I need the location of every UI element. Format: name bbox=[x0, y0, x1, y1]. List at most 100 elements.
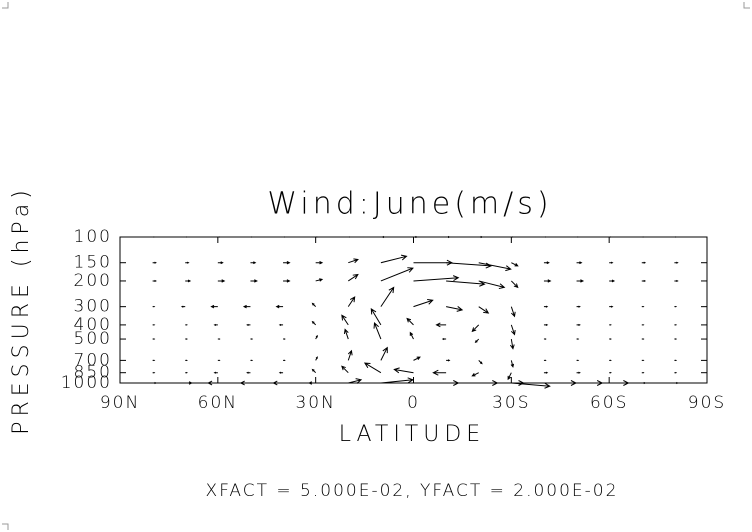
wind-vector bbox=[311, 320, 317, 326]
wind-vector bbox=[250, 261, 257, 265]
wind-vector bbox=[509, 338, 515, 350]
wind-vector bbox=[348, 236, 351, 238]
wind-vector bbox=[348, 273, 359, 282]
wind-vector bbox=[185, 338, 188, 340]
wind-vector bbox=[507, 372, 512, 381]
wind-vector bbox=[409, 331, 414, 340]
wind-vector bbox=[413, 275, 460, 282]
wind-vector bbox=[242, 304, 251, 309]
x-tick-label: 90N bbox=[100, 393, 140, 413]
wind-vector bbox=[510, 306, 516, 318]
wind-vector bbox=[543, 236, 547, 238]
wind-vector bbox=[474, 338, 480, 344]
wind-vector bbox=[239, 380, 251, 386]
wind-vector bbox=[674, 359, 678, 362]
x-tick-label: 60S bbox=[590, 393, 628, 413]
wind-vector bbox=[510, 280, 519, 289]
wind-vector bbox=[185, 236, 188, 238]
wind-vector bbox=[674, 371, 678, 374]
chart-title: Wind:June(m/s) bbox=[267, 187, 552, 222]
wind-vector bbox=[478, 280, 506, 290]
wind-vector bbox=[543, 359, 547, 362]
y-tick-label: 700 bbox=[74, 350, 112, 370]
wind-vector bbox=[213, 323, 218, 326]
y-tick-label: 850 bbox=[74, 363, 112, 383]
wind-vector bbox=[674, 305, 678, 308]
wind-vector bbox=[250, 279, 258, 283]
wind-vector bbox=[152, 236, 156, 238]
wind-vector bbox=[250, 338, 254, 340]
y-tick-label: 150 bbox=[74, 253, 112, 273]
wind-vector bbox=[576, 338, 580, 340]
wind-vector bbox=[250, 236, 254, 238]
wind-vector bbox=[315, 334, 318, 340]
wind-vector bbox=[576, 323, 581, 326]
y-tick-label: 1000 bbox=[61, 373, 112, 393]
wind-vector bbox=[641, 359, 645, 362]
wind-vector bbox=[217, 338, 221, 340]
x-tick-label: 30S bbox=[492, 393, 530, 413]
wind-vector bbox=[152, 261, 157, 264]
wind-vector bbox=[609, 261, 614, 264]
wind-vector bbox=[641, 338, 645, 340]
wind-vector bbox=[576, 236, 580, 238]
wind-vector bbox=[543, 323, 549, 326]
wind-vector bbox=[413, 356, 421, 361]
wind-vector bbox=[308, 381, 316, 385]
wind-vector bbox=[446, 235, 451, 239]
y-tick-label: 100 bbox=[74, 227, 112, 247]
wind-vector bbox=[185, 279, 192, 283]
wind-vector bbox=[373, 322, 382, 340]
wind-vector bbox=[413, 235, 418, 239]
wind-vector bbox=[315, 356, 318, 361]
wind-vector bbox=[576, 279, 585, 283]
y-tick-label: 300 bbox=[74, 297, 112, 317]
wind-vector bbox=[446, 306, 464, 312]
wind-vector bbox=[641, 261, 647, 264]
plot-frame bbox=[119, 236, 708, 384]
wind-vector bbox=[543, 338, 547, 340]
wind-vector bbox=[543, 279, 552, 283]
wind-vector bbox=[641, 371, 645, 374]
wind-vector bbox=[478, 262, 512, 272]
wind-vector bbox=[315, 236, 319, 238]
wind-vector bbox=[272, 380, 284, 386]
wind-vector bbox=[609, 305, 614, 308]
wind-vector bbox=[609, 236, 612, 238]
wind-vector bbox=[152, 279, 157, 283]
wind-vector bbox=[511, 382, 551, 389]
wind-vector bbox=[576, 305, 581, 308]
wind-vector bbox=[406, 317, 414, 326]
wind-vector bbox=[609, 359, 612, 362]
wind-vector bbox=[246, 323, 251, 326]
wind-vector bbox=[674, 338, 678, 340]
wind-vector bbox=[576, 371, 581, 374]
wind-vector bbox=[380, 254, 408, 264]
wind-vector bbox=[471, 372, 479, 377]
wind-vector bbox=[311, 302, 317, 308]
wind-vector bbox=[609, 279, 616, 283]
wind-vector bbox=[341, 365, 349, 374]
wind-vector bbox=[641, 381, 647, 385]
wind-vector bbox=[380, 267, 414, 282]
wind-vector bbox=[413, 298, 434, 308]
wind-vector bbox=[609, 371, 612, 374]
y-tick-label: 500 bbox=[74, 329, 112, 349]
wind-vector bbox=[315, 260, 324, 265]
wind-vector bbox=[576, 380, 604, 386]
wind-vector bbox=[283, 279, 291, 283]
wind-vector bbox=[283, 260, 291, 265]
wind-vector bbox=[348, 378, 363, 384]
x-axis-label: LATITUDE bbox=[339, 422, 485, 447]
wind-vector bbox=[510, 360, 515, 368]
wind-vector bbox=[674, 324, 678, 326]
wind-vector bbox=[380, 377, 415, 384]
wind-vector bbox=[674, 279, 679, 283]
wind-vector bbox=[510, 324, 516, 336]
wind-vector bbox=[543, 380, 578, 386]
wind-vector bbox=[576, 359, 580, 362]
wind-vector bbox=[347, 296, 356, 307]
wind-vector bbox=[511, 236, 515, 238]
wind-vector bbox=[471, 324, 480, 333]
wind-vector bbox=[478, 306, 490, 314]
